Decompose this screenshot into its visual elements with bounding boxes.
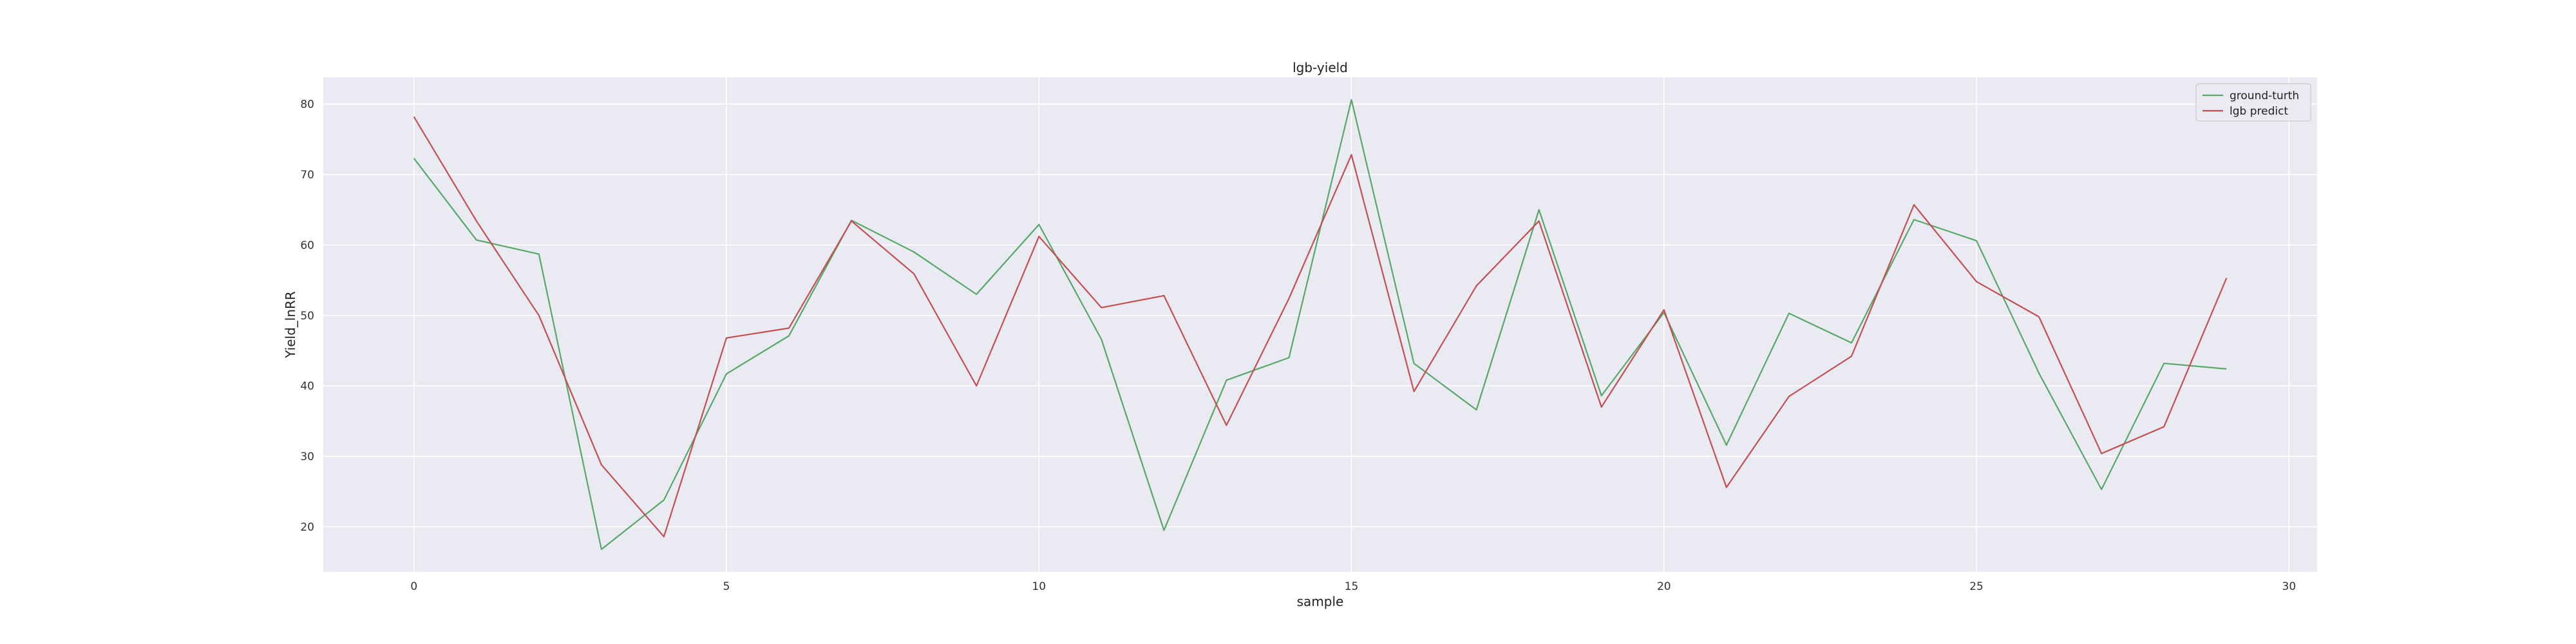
x-tick-label: 5 <box>723 580 730 593</box>
y-tick-label: 30 <box>300 451 314 464</box>
x-tick-label: 25 <box>1969 580 1984 593</box>
y-tick-labels: 20 30 40 50 60 70 80 <box>300 99 314 534</box>
y-tick-label: 70 <box>300 169 314 182</box>
x-axis-label: sample <box>1297 594 1344 609</box>
y-tick-label: 20 <box>300 521 314 534</box>
x-tick-label: 15 <box>1345 580 1359 593</box>
legend-entry: ground-turth <box>2230 90 2299 102</box>
legend-entry: lgb predict <box>2230 105 2288 118</box>
x-tick-label: 30 <box>2282 580 2297 593</box>
x-tick-labels: 0 5 10 15 20 25 30 <box>410 580 2296 593</box>
plot-background <box>323 77 2317 572</box>
y-tick-label: 60 <box>300 239 314 252</box>
legend-box <box>2195 83 2311 122</box>
x-tick-label: 20 <box>1657 580 1671 593</box>
x-tick-label: 10 <box>1032 580 1046 593</box>
x-tick-label: 0 <box>410 580 417 593</box>
series-lines <box>413 99 2228 551</box>
series-line-ground-truth <box>413 99 2227 551</box>
chart-title: lgb-yield <box>1293 60 1348 75</box>
y-axis-label: Yield_lnRR <box>283 291 298 359</box>
legend: ground-turth lgb predict <box>2195 83 2311 122</box>
grid-lines <box>323 77 2317 572</box>
y-tick-label: 40 <box>300 380 314 393</box>
series-line-predict <box>413 116 2228 538</box>
y-tick-label: 50 <box>300 310 314 323</box>
y-tick-label: 80 <box>300 99 314 111</box>
